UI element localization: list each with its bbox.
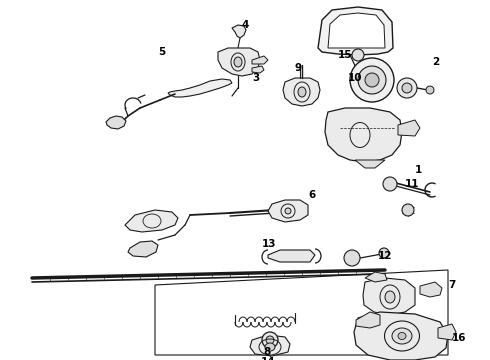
Polygon shape xyxy=(168,79,232,97)
Text: 13: 13 xyxy=(262,239,276,249)
Polygon shape xyxy=(268,250,315,262)
Text: 4: 4 xyxy=(241,20,249,30)
Text: 11: 11 xyxy=(405,179,419,189)
Polygon shape xyxy=(125,210,178,232)
Text: 6: 6 xyxy=(308,190,316,200)
Polygon shape xyxy=(218,48,260,76)
Polygon shape xyxy=(250,335,290,356)
Text: 1: 1 xyxy=(415,165,422,175)
Text: 15: 15 xyxy=(338,50,352,60)
Circle shape xyxy=(402,83,412,93)
Circle shape xyxy=(262,332,278,348)
Text: 3: 3 xyxy=(252,73,259,83)
Polygon shape xyxy=(354,312,448,360)
Polygon shape xyxy=(363,278,415,315)
Ellipse shape xyxy=(398,333,406,339)
Polygon shape xyxy=(252,56,268,64)
Polygon shape xyxy=(355,160,385,168)
Text: 10: 10 xyxy=(348,73,363,83)
Text: 16: 16 xyxy=(452,333,466,343)
Circle shape xyxy=(352,49,364,61)
Circle shape xyxy=(383,177,397,191)
Text: 7: 7 xyxy=(448,280,455,290)
Text: 2: 2 xyxy=(432,57,439,67)
Ellipse shape xyxy=(298,87,306,97)
Circle shape xyxy=(402,204,414,216)
Polygon shape xyxy=(325,108,402,162)
Text: 5: 5 xyxy=(158,47,165,57)
Ellipse shape xyxy=(234,57,242,67)
Polygon shape xyxy=(328,13,385,48)
Text: 8: 8 xyxy=(264,347,270,357)
Text: 12: 12 xyxy=(378,251,392,261)
Polygon shape xyxy=(318,7,393,55)
Circle shape xyxy=(266,336,274,344)
Circle shape xyxy=(379,248,389,258)
Polygon shape xyxy=(128,241,158,257)
Ellipse shape xyxy=(392,328,412,344)
Polygon shape xyxy=(420,282,442,297)
Polygon shape xyxy=(232,25,246,38)
Circle shape xyxy=(344,250,360,266)
Polygon shape xyxy=(283,78,320,106)
Circle shape xyxy=(358,66,386,94)
Ellipse shape xyxy=(385,291,395,303)
Ellipse shape xyxy=(285,208,291,214)
Polygon shape xyxy=(398,120,420,136)
Circle shape xyxy=(365,73,379,87)
Ellipse shape xyxy=(265,343,275,351)
Polygon shape xyxy=(268,200,308,222)
Text: 9: 9 xyxy=(294,63,301,73)
Circle shape xyxy=(350,58,394,102)
Circle shape xyxy=(397,78,417,98)
Polygon shape xyxy=(106,116,126,129)
Polygon shape xyxy=(356,312,380,328)
Circle shape xyxy=(426,86,434,94)
Polygon shape xyxy=(438,324,456,340)
Polygon shape xyxy=(365,272,387,282)
Polygon shape xyxy=(252,66,264,73)
Text: 14: 14 xyxy=(261,357,275,360)
